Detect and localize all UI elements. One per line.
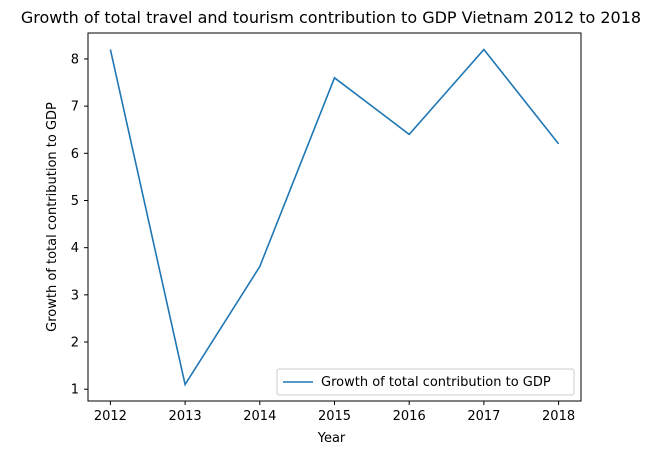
y-tick-label: 5 [71, 194, 79, 209]
x-tick-label: 2012 [94, 409, 127, 424]
y-tick-label: 8 [71, 52, 79, 67]
plot-area [87, 32, 582, 402]
x-tick-label: 2013 [169, 409, 202, 424]
y-axis: 1 2 3 4 5 6 7 8 [71, 52, 88, 398]
y-tick-label: 6 [71, 147, 79, 162]
x-tick-label: 2018 [542, 409, 575, 424]
legend: Growth of total contribution to GDP [276, 368, 575, 396]
x-tick-label: 2017 [467, 409, 500, 424]
legend-box [276, 368, 575, 396]
series-line [109, 48, 560, 387]
y-tick-label: 3 [71, 288, 79, 303]
x-tick-label: 2014 [243, 409, 276, 424]
x-axis-label: Year [317, 431, 346, 446]
y-tick-label: 4 [71, 241, 79, 256]
legend-label: Growth of total contribution to GDP [321, 375, 551, 390]
chart-title: Growth of total travel and tourism contr… [21, 8, 641, 27]
x-tick-label: 2016 [393, 409, 426, 424]
x-axis: 2012 2013 2014 2015 2016 2017 2018 [94, 401, 575, 424]
y-tick-label: 2 [71, 336, 79, 351]
x-tick-label: 2015 [318, 409, 351, 424]
y-axis-label: Growth of total contribution to GDP [45, 102, 60, 332]
y-tick-label: 7 [71, 100, 79, 115]
y-tick-label: 1 [71, 383, 79, 398]
